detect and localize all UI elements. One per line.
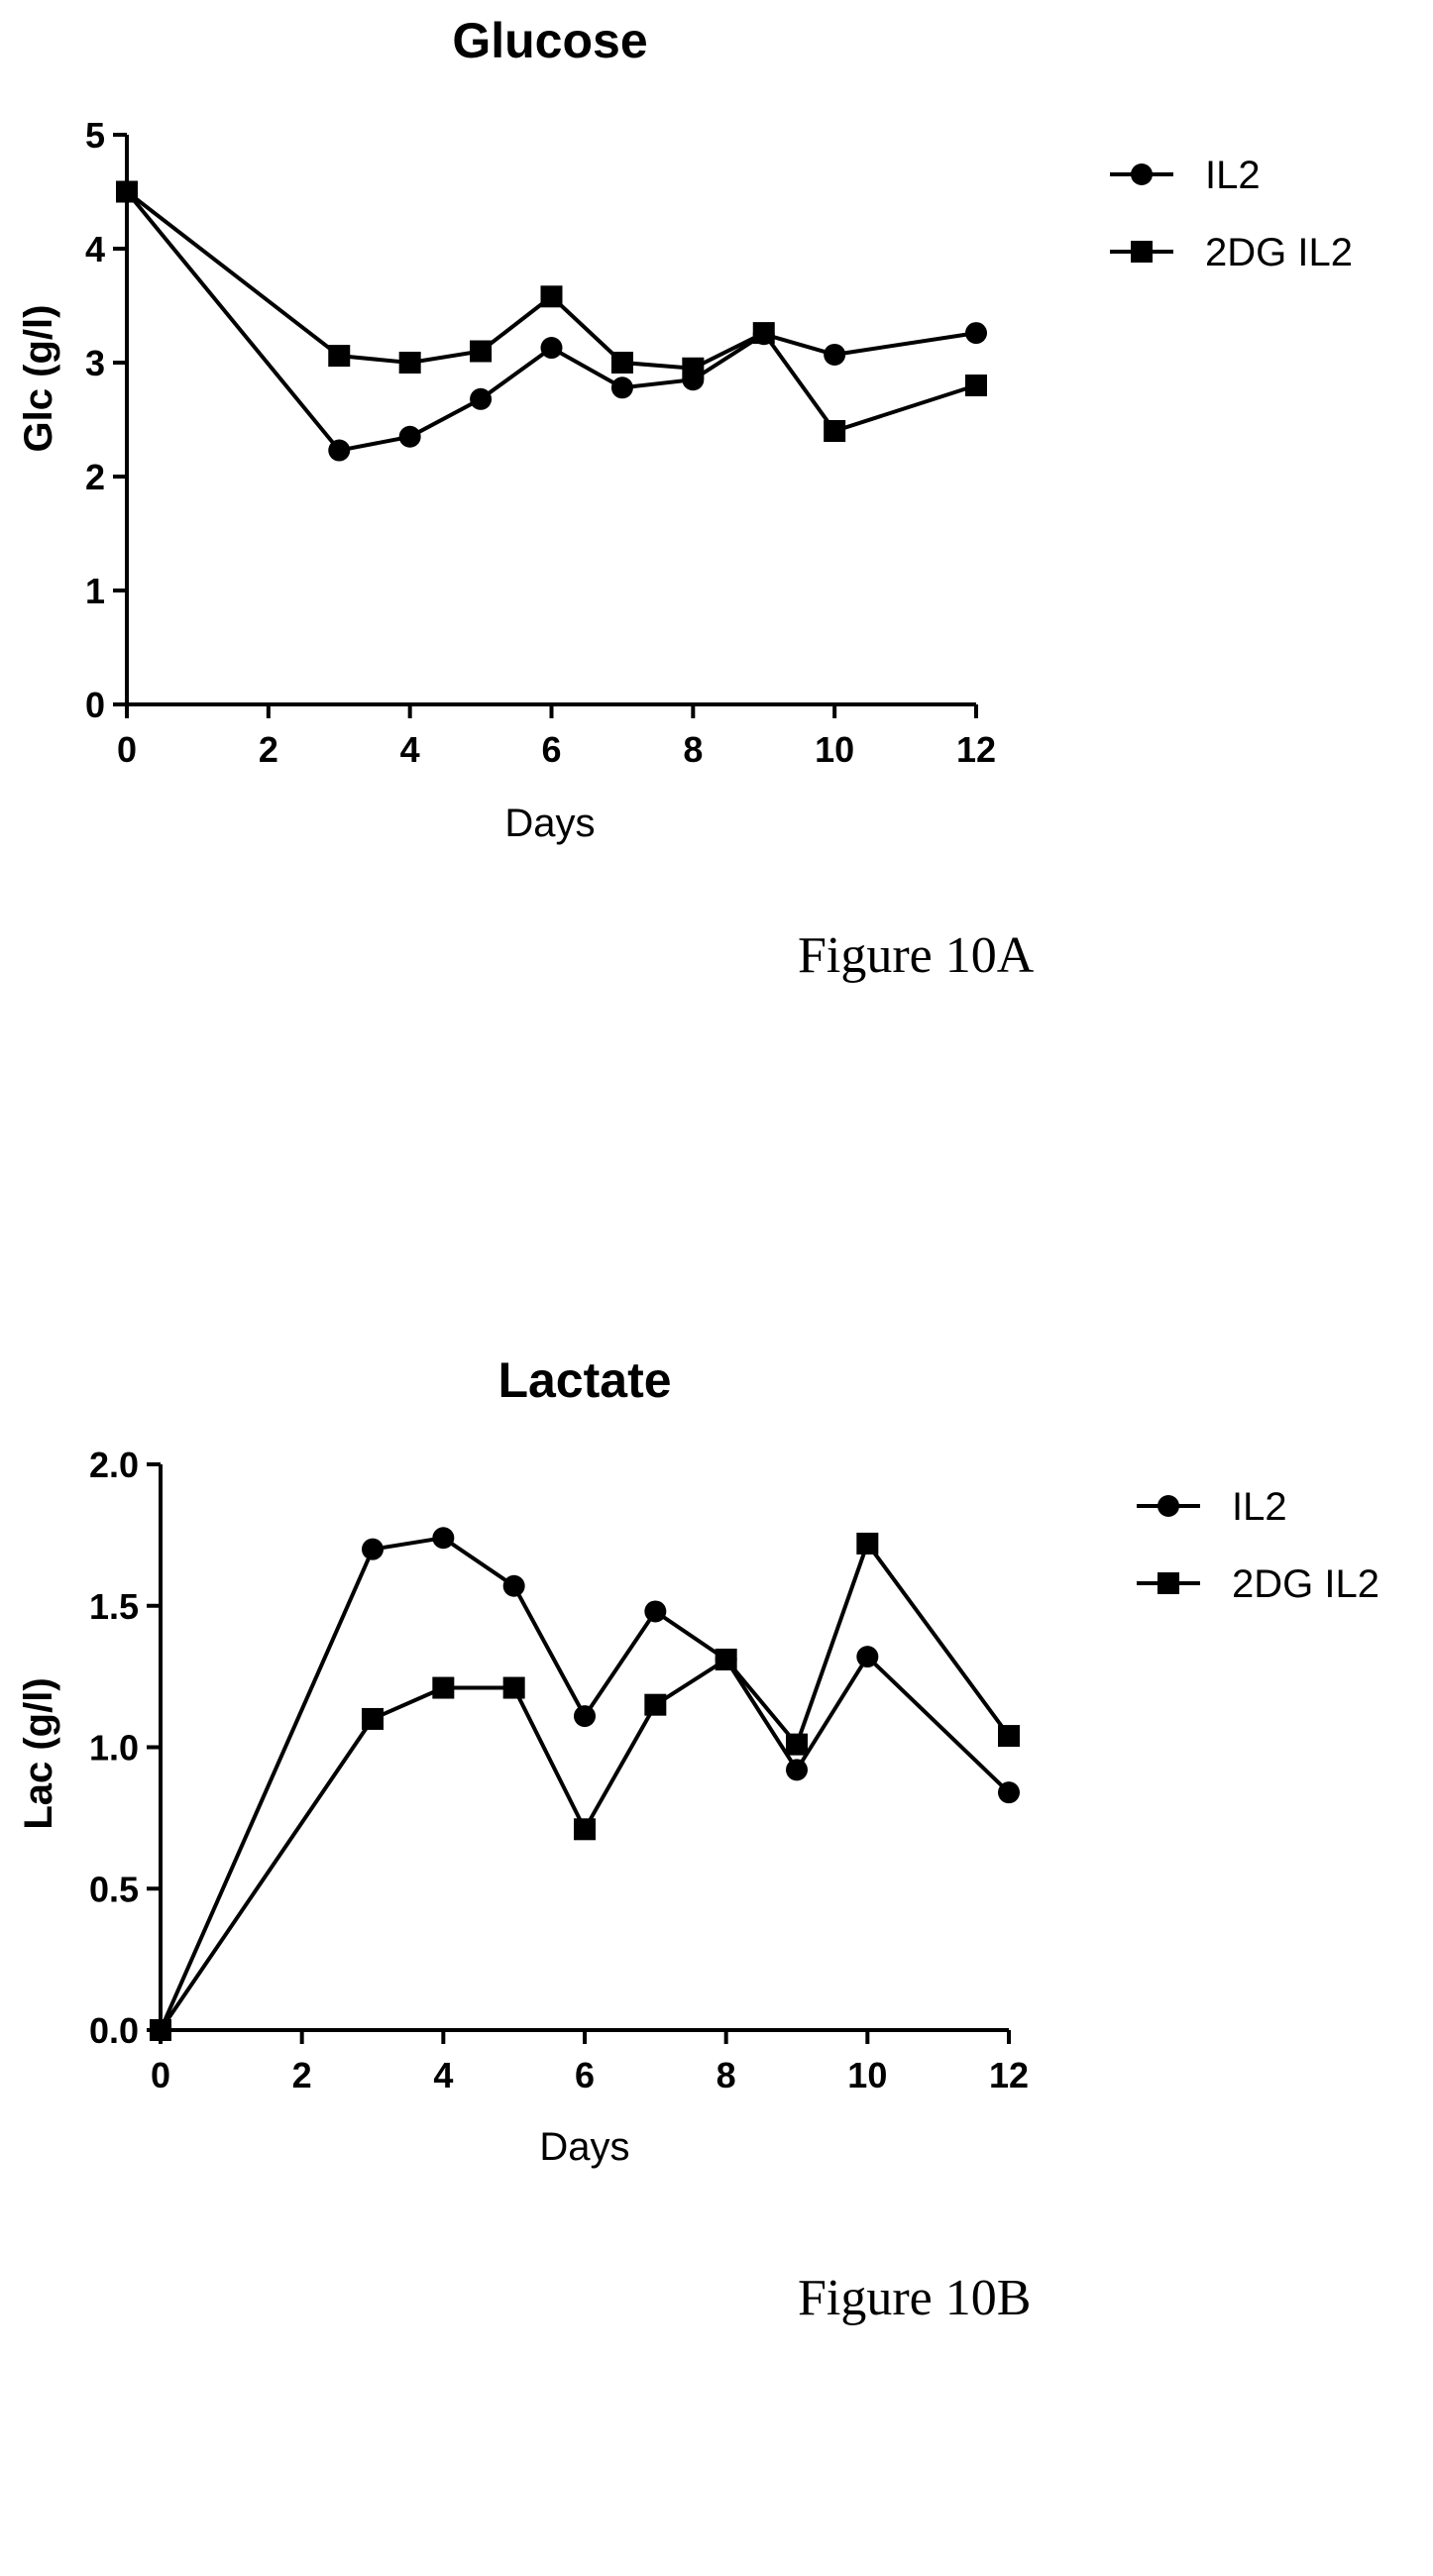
y-axis-label: Lac (g/l) [17,1677,60,1829]
data-point-2dg-il2 [998,1725,1020,1748]
data-point-2dg-il2 [116,180,138,203]
data-point-il2 [540,337,563,360]
data-point-2dg-il2 [644,1693,667,1716]
series-line-2dg-il2 [159,1539,1011,2032]
x-tick-label: 12 [956,729,996,770]
legend-label: IL2 [1205,154,1261,197]
x-tick-label: 8 [716,2055,736,2095]
x-tick-label: 6 [541,729,561,770]
y-tick-label: 0.0 [89,2010,139,2051]
data-point-il2 [398,425,421,448]
series-line-2dg-il2 [125,189,977,434]
x-axis-label: Days [504,802,595,845]
data-point-il2 [610,376,633,399]
data-point-2dg-il2 [715,1648,737,1670]
plot-area: 0.0 0.5 1.0 1.5 2.0 0 2 4 6 8 10 12 IL2 2DG IL2 [89,1445,1379,2095]
svg-text:Lac (g/l): Lac (g/l) [17,1677,60,1829]
legend-marker-circle [1157,1495,1179,1517]
x-tick-label: 4 [433,2055,453,2095]
legend-marker-square [1157,1572,1179,1594]
legend-entry-2dg-il2: 2DG IL2 [1137,1562,1379,1606]
x-tick-label: 0 [117,729,137,770]
data-point-2dg-il2 [786,1733,808,1756]
data-point-2dg-il2 [752,322,775,345]
data-point-il2 [502,1574,525,1597]
legend-marker-square [1131,241,1153,263]
y-tick-label: 0.5 [89,1869,139,1909]
legend-entry-2dg-il2: 2DG IL2 [1110,231,1353,274]
y-tick-label: 2 [85,457,105,497]
data-point-2dg-il2 [856,1532,879,1555]
legend-label: IL2 [1232,1485,1287,1529]
data-point-il2 [856,1646,879,1668]
y-tick-label: 0 [85,685,105,725]
x-tick-label: 6 [575,2055,595,2095]
series-line-il2 [159,1536,1011,2031]
data-point-il2 [574,1705,596,1728]
x-axis-label: Days [539,2125,629,2169]
data-point-2dg-il2 [540,285,563,308]
legend-marker-circle [1131,163,1153,185]
data-point-2dg-il2 [432,1676,455,1699]
data-point-2dg-il2 [682,357,705,379]
series-line-il2 [125,190,977,453]
svg-text:Glc (g/l): Glc (g/l) [17,305,60,453]
y-tick-label: 1 [85,571,105,611]
data-point-2dg-il2 [574,1818,596,1841]
y-tick-label: 5 [85,115,105,156]
data-point-il2 [786,1759,808,1781]
y-tick-label: 3 [85,343,105,383]
legend-entry-il2: IL2 [1110,154,1261,197]
data-point-2dg-il2 [362,1707,384,1730]
data-point-il2 [328,439,351,462]
y-tick-label: 2.0 [89,1445,139,1485]
x-tick-label: 10 [815,729,854,770]
legend-entry-il2: IL2 [1137,1485,1287,1529]
y-axis-label: Glc (g/l) [17,305,60,453]
y-tick-label: 1.0 [89,1728,139,1769]
data-point-2dg-il2 [965,375,987,396]
lactate-chart: Lactate Lac (g/l) Days 0.0 0.5 1.0 1.5 2.0 0 2… [17,1352,1379,2169]
data-point-il2 [998,1781,1020,1804]
x-tick-label: 4 [400,729,420,770]
figure-caption-b: Figure 10B [798,2270,1032,2326]
x-tick-label: 12 [989,2055,1029,2095]
data-point-2dg-il2 [502,1676,525,1699]
y-tick-label: 4 [85,229,105,269]
data-point-2dg-il2 [328,345,351,368]
data-point-il2 [362,1538,384,1560]
data-point-il2 [824,343,846,366]
data-point-il2 [470,387,493,410]
legend-label: 2DG IL2 [1205,231,1353,274]
figure-caption-a: Figure 10A [798,927,1035,984]
data-point-2dg-il2 [470,340,493,363]
legend-label: 2DG IL2 [1232,1562,1379,1606]
x-tick-label: 10 [847,2055,887,2095]
data-point-il2 [965,322,987,345]
x-tick-label: 2 [259,729,278,770]
chart-title: Lactate [497,1352,671,1408]
data-point-2dg-il2 [398,352,421,374]
data-point-2dg-il2 [150,2019,171,2041]
data-point-il2 [644,1600,667,1623]
data-point-il2 [432,1527,455,1550]
x-tick-label: 2 [292,2055,312,2095]
data-point-2dg-il2 [824,420,846,442]
data-point-2dg-il2 [610,352,633,374]
chart-title: Glucose [452,13,647,68]
x-tick-label: 0 [151,2055,170,2095]
x-tick-label: 8 [683,729,703,770]
y-tick-label: 1.5 [89,1586,139,1627]
